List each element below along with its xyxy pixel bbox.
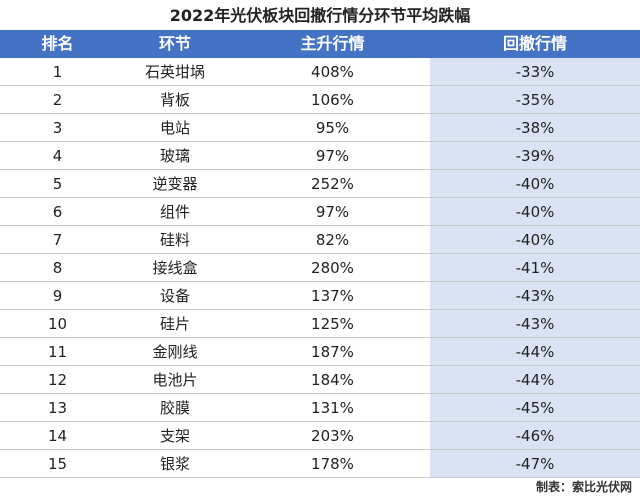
table-cell: -40% (430, 226, 640, 254)
row-divider (0, 337, 640, 338)
row-divider (0, 169, 640, 170)
table-cell: 背板 (159, 91, 190, 109)
table-cell: 252% (311, 175, 354, 193)
row-divider (0, 309, 640, 310)
table-cell: 10 (47, 315, 68, 333)
row-divider (0, 85, 640, 86)
table-cell: -47% (430, 450, 640, 478)
table-cell: 131% (311, 399, 354, 417)
header-cell: 环节 (115, 30, 235, 58)
table-cell: 95% (315, 119, 350, 137)
table-cell: 硅片 (159, 315, 190, 333)
table-cell: 178% (311, 455, 354, 473)
table-cell: -43% (430, 310, 640, 338)
table-cell: -43% (430, 282, 640, 310)
table-cell: 6 (52, 203, 63, 221)
table-cell: -33% (430, 58, 640, 86)
table-cell: 7 (52, 231, 63, 249)
table-cell: 2 (52, 91, 63, 109)
table-cell: -40% (430, 170, 640, 198)
table-cell: -38% (430, 114, 640, 142)
table-cell: 12 (47, 371, 68, 389)
table-cell: 82% (315, 231, 350, 249)
table-cell: 组件 (159, 203, 190, 221)
table-cell: 硅料 (159, 231, 190, 249)
header-cell: 排名 (0, 30, 115, 58)
table-cell: 408% (311, 63, 354, 81)
footer: 制表：索比光伏网 (535, 480, 632, 494)
header-cell: 回撤行情 (430, 30, 640, 58)
table-cell: 电池片 (152, 371, 198, 389)
table-cell: -40% (430, 198, 640, 226)
row-divider (0, 449, 640, 450)
table-cell: 106% (311, 91, 354, 109)
table-cell: 184% (311, 371, 354, 389)
row-divider (0, 281, 640, 282)
table-cell: 4 (52, 147, 63, 165)
table-cell: 187% (311, 343, 354, 361)
table-cell: -39% (430, 142, 640, 170)
table-cell: -41% (430, 254, 640, 282)
table-cell: -45% (430, 394, 640, 422)
row-divider (0, 393, 640, 394)
table-cell: 石英坩埚 (144, 63, 205, 81)
row-divider (0, 225, 640, 226)
table-cell: 逆变器 (152, 175, 198, 193)
table-cell: 11 (47, 343, 68, 361)
table-cell: 9 (52, 287, 63, 305)
table-cell: 金刚线 (152, 343, 198, 361)
table-cell: 15 (47, 455, 68, 473)
table-cell: 13 (47, 399, 68, 417)
row-divider (0, 197, 640, 198)
table-cell: -44% (430, 366, 640, 394)
row-divider (0, 141, 640, 142)
table-cell: 97% (315, 203, 350, 221)
table-cell: 支架 (159, 427, 190, 445)
table-cell: 电站 (159, 119, 190, 137)
table-cell: 125% (311, 315, 354, 333)
table-cell: 8 (52, 259, 63, 277)
table-cell: 14 (47, 427, 68, 445)
table-cell: 137% (311, 287, 354, 305)
row-divider (0, 253, 640, 254)
table-cell: 280% (311, 259, 354, 277)
table-cell: -46% (430, 422, 640, 450)
table-cell: 203% (311, 427, 354, 445)
row-divider (0, 365, 640, 366)
table-title: 2022年光伏板块回撤行情分环节平均跌幅 (169, 6, 471, 25)
table-cell: 胶膜 (159, 399, 190, 417)
row-divider (0, 113, 640, 114)
table-cell: 银浆 (159, 455, 190, 473)
table-cell: -35% (430, 86, 640, 114)
row-divider (0, 477, 640, 478)
table-cell: 5 (52, 175, 63, 193)
table-cell: 玻璃 (159, 147, 190, 165)
table-cell: 1 (52, 63, 63, 81)
table-cell: -44% (430, 338, 640, 366)
header-cell: 主升行情 (235, 30, 430, 58)
table-cell: 设备 (159, 287, 190, 305)
table-cell: 97% (315, 147, 350, 165)
table-cell: 3 (52, 119, 63, 137)
table-cell: 接线盒 (152, 259, 198, 277)
row-divider (0, 421, 640, 422)
